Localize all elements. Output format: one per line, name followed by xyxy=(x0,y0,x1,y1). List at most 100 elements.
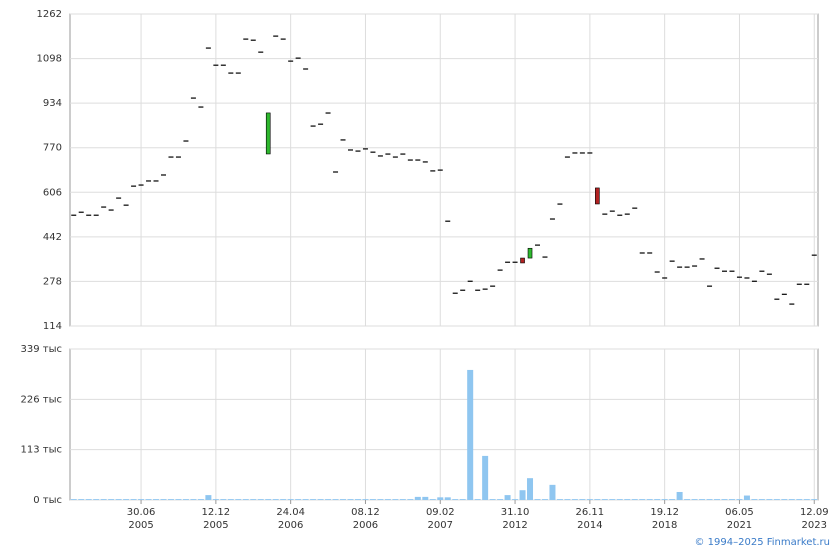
candle xyxy=(475,289,481,291)
candle xyxy=(273,35,279,37)
volume-bar xyxy=(661,499,668,500)
x-tick-label: 2005 xyxy=(128,520,153,531)
candle xyxy=(497,269,503,271)
candle xyxy=(692,265,698,267)
candle xyxy=(250,39,256,41)
candle xyxy=(295,57,301,59)
candle xyxy=(220,64,226,66)
volume-bar xyxy=(721,499,728,500)
volume-bar xyxy=(676,491,683,500)
y-tick-label: 606 xyxy=(43,187,62,198)
candle xyxy=(796,283,802,285)
candle xyxy=(572,152,578,154)
volume-bar xyxy=(646,499,653,500)
candle xyxy=(175,156,181,158)
volume-bar xyxy=(639,499,646,500)
volume-bar xyxy=(138,499,145,500)
volume-bar xyxy=(399,499,406,500)
candle xyxy=(400,153,406,155)
volume-bar xyxy=(556,499,563,500)
x-tick-label: 30.06 xyxy=(127,507,156,518)
volume-bar xyxy=(153,499,160,500)
volume-bar xyxy=(654,499,661,500)
volume-bar xyxy=(145,499,152,500)
candle xyxy=(131,185,137,187)
y-tick-label: 934 xyxy=(43,98,62,109)
candle xyxy=(198,106,204,108)
volume-bar xyxy=(497,499,504,500)
candle xyxy=(422,161,428,163)
x-tick-label: 12.09 xyxy=(800,507,829,518)
volume-bar xyxy=(235,499,242,500)
candle xyxy=(78,211,84,213)
candle xyxy=(714,267,720,269)
x-tick-label: 2006 xyxy=(278,520,303,531)
footer: © 1994–2025 Finmarket.ru xyxy=(694,537,830,548)
candle xyxy=(774,298,780,300)
x-tick-label: 2012 xyxy=(502,520,527,531)
candle xyxy=(564,156,570,158)
candle xyxy=(108,209,114,211)
candle xyxy=(729,270,735,272)
x-tick-label: 2005 xyxy=(203,520,228,531)
candle xyxy=(707,285,713,287)
candle xyxy=(430,170,436,172)
candle xyxy=(460,289,466,291)
candle xyxy=(93,214,99,216)
candle xyxy=(325,112,331,114)
volume-bar xyxy=(354,499,361,500)
candle xyxy=(205,47,211,49)
x-tick-label: 2006 xyxy=(353,520,378,531)
x-tick-label: 2021 xyxy=(727,520,752,531)
candle xyxy=(258,51,264,53)
x-tick-label: 08.12 xyxy=(351,507,380,518)
volume-bar xyxy=(736,499,743,500)
volume-bar xyxy=(362,499,369,500)
volume-bar xyxy=(130,499,137,500)
candle xyxy=(662,277,668,279)
candle xyxy=(759,270,765,272)
candle xyxy=(527,247,533,259)
y-tick-label: 339 тыс xyxy=(21,344,62,355)
volume-bar xyxy=(766,499,773,500)
candle xyxy=(318,123,324,125)
candle xyxy=(280,38,286,40)
volume-bar xyxy=(93,499,100,500)
volume-bar xyxy=(190,499,197,500)
volume-bar xyxy=(197,499,204,500)
volume-bar xyxy=(182,499,189,500)
candle xyxy=(340,139,346,141)
volume-bar xyxy=(167,499,174,500)
volume-bar xyxy=(601,499,608,500)
candle xyxy=(243,38,249,40)
volume-bar xyxy=(115,499,122,500)
candle xyxy=(116,197,122,199)
volume-bar xyxy=(691,499,698,500)
candle xyxy=(639,252,645,254)
volume-bar xyxy=(257,499,264,500)
candle xyxy=(348,149,353,151)
candle xyxy=(123,204,129,206)
candle xyxy=(288,60,294,62)
volume-bar xyxy=(811,499,818,500)
volume-bar xyxy=(108,499,115,500)
y-tick-label: 1262 xyxy=(37,9,62,20)
volume-bar xyxy=(452,499,459,500)
volume-bar xyxy=(392,499,399,500)
volume-bar xyxy=(123,499,130,500)
volume-bar xyxy=(586,499,593,500)
y-tick-label: 114 xyxy=(43,321,62,332)
volume-bar xyxy=(467,369,474,500)
candle xyxy=(535,244,540,246)
volume-bar xyxy=(549,484,556,500)
volume-bar xyxy=(616,499,623,500)
volume-bar xyxy=(429,499,436,500)
x-tick-label: 19.12 xyxy=(650,507,679,518)
candle xyxy=(579,152,585,154)
volume-bar xyxy=(310,499,317,500)
volume-bar xyxy=(788,499,795,500)
volume-bar xyxy=(78,499,85,500)
volume-bar xyxy=(295,499,302,500)
candle xyxy=(310,125,316,127)
